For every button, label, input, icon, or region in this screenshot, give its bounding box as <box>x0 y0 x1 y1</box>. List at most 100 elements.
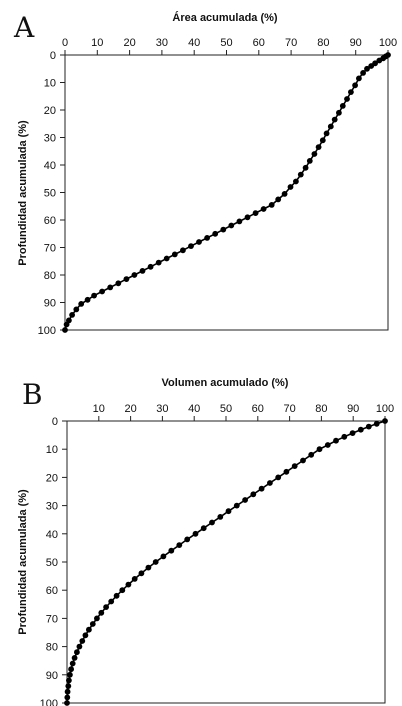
panel-b-data-point <box>300 457 306 464</box>
panel-a-data-point <box>360 70 366 76</box>
panel-b-x-ticks: 10 20 30 40 50 60 70 80 90 100 <box>93 403 394 421</box>
panel-b-data-point <box>341 433 348 440</box>
panel-b-data-point <box>382 418 388 424</box>
panel-a-data-point <box>107 284 114 291</box>
panel-a-data-point <box>385 52 391 58</box>
panel-a-y-tick-label: 0 <box>50 50 56 62</box>
panel-b-data-point <box>316 446 323 453</box>
panel-a-data-point <box>348 89 354 95</box>
panel-b-data-point <box>64 700 70 706</box>
panel-a-y-axis-title: Profundidad acumulada (%) <box>17 120 29 266</box>
panel-a-data-point <box>99 288 105 295</box>
panel-a-data-point <box>339 103 346 109</box>
panel-a-data-point <box>311 151 318 157</box>
panel-a-data-point <box>275 196 282 203</box>
panel-b-data-point <box>283 468 290 475</box>
panel-b-data-point <box>308 451 315 458</box>
panel-b-series <box>64 418 388 706</box>
panel-a-y-ticks: 0 10 20 30 40 50 60 70 80 90 100 <box>38 50 65 337</box>
panel-a-data-point <box>372 60 378 67</box>
panel-b-data-point <box>71 655 78 661</box>
panel-b-data-point <box>233 502 240 509</box>
panel-b-data-point <box>258 485 265 492</box>
panel-b-data-point <box>89 621 96 627</box>
panel-b-x-axis-title: Volumen acumulado (%) <box>162 377 289 389</box>
panel-b-data-point <box>125 581 132 588</box>
panel-a: A Área acumulada (%) Profundidad acumula… <box>13 11 397 337</box>
panel-a-data-point <box>115 280 122 287</box>
panel-a-data-point <box>171 251 178 258</box>
panel-b-data-point <box>67 671 73 678</box>
panel-b-data-point <box>79 638 86 644</box>
panel-a-data-point <box>180 247 186 254</box>
panel-b-data-point <box>160 553 167 560</box>
panel-a-y-tick-label: 90 <box>44 298 56 310</box>
panel-a-x-tick-label: 10 <box>91 37 103 49</box>
panel-a-y-tick-label: 50 <box>44 188 56 200</box>
panel-a-y-tick-label: 40 <box>44 160 56 172</box>
panel-b-y-tick-label: 10 <box>46 444 58 456</box>
panel-a-x-tick-label: 50 <box>220 37 232 49</box>
panel-b-data-point <box>176 542 183 548</box>
panel-a-x-tick-label: 70 <box>285 37 297 49</box>
panel-a-data-point <box>281 191 288 197</box>
panel-b-data-point <box>86 626 92 633</box>
panel-a-data-point <box>336 109 342 116</box>
panel-b-data-point <box>250 491 257 498</box>
panel-a-y-tick-label: 30 <box>44 133 56 145</box>
panel-a-y-tick-label: 10 <box>44 78 56 90</box>
panel-b-y-tick-label: 90 <box>46 670 58 682</box>
panel-b-x-tick-label: 100 <box>376 403 394 415</box>
panel-a-y-tick-label: 70 <box>44 243 56 255</box>
panel-a-data-point <box>306 158 313 164</box>
panel-a-data-point <box>78 301 85 307</box>
panel-a-series <box>62 52 391 333</box>
panel-a-y-tick-label: 60 <box>44 215 56 227</box>
panel-b-data-point <box>66 677 72 684</box>
panel-b-data-point <box>225 508 232 515</box>
panel-b-data-point <box>365 423 372 430</box>
panel-a-plot-frame <box>64 54 389 331</box>
panel-a-data-point <box>268 202 275 208</box>
panel-b-data-point <box>94 615 100 622</box>
panel-b-y-tick-label: 70 <box>46 613 58 625</box>
panel-a-data-point <box>236 218 243 225</box>
panel-b-data-point <box>76 643 83 650</box>
panel-b-y-tick-label: 80 <box>46 642 58 654</box>
panel-b-x-tick-label: 60 <box>252 403 264 415</box>
panel-b-data-point <box>65 683 72 689</box>
panel-b-data-point <box>69 660 76 667</box>
panel-a-data-point <box>131 272 138 278</box>
panel-a-x-tick-label: 80 <box>317 37 329 49</box>
panel-b-data-point <box>64 688 71 695</box>
panel-b-data-point <box>209 519 215 526</box>
panel-a-data-point <box>287 184 294 190</box>
panel-b-data-point <box>103 604 109 610</box>
panel-b-y-axis-title: Profundidad acumulada (%) <box>17 489 29 635</box>
panel-a-data-point <box>323 130 330 137</box>
panel-b-data-point <box>291 463 298 469</box>
panel-b-x-tick-label: 90 <box>347 403 359 415</box>
panel-a-x-tick-label: 90 <box>350 37 362 49</box>
panel-b-data-point <box>242 497 249 503</box>
panel-b-data-point <box>373 420 380 427</box>
panel-a-data-point <box>327 123 334 130</box>
panel-b-data-point <box>184 536 191 543</box>
panel-b-x-tick-label: 70 <box>283 403 295 415</box>
panel-b-data-point <box>200 525 207 532</box>
panel-b-data-point <box>119 587 126 594</box>
panel-a-y-tick-label: 100 <box>38 325 56 337</box>
panel-b-plot-frame <box>66 420 386 704</box>
panel-a-data-point <box>297 171 304 178</box>
panel-a-x-tick-label: 20 <box>123 37 135 49</box>
panel-a-data-point <box>84 296 91 303</box>
panel-b-letter: B <box>22 378 43 411</box>
panel-b-data-point <box>138 570 145 577</box>
panel-a-data-point <box>147 263 154 270</box>
panel-a-data-point <box>356 75 362 82</box>
panel-a-data-point <box>69 312 75 318</box>
panel-a-y-tick-label: 20 <box>44 105 56 117</box>
panel-a-data-point <box>204 235 211 241</box>
panel-a-data-point <box>123 276 130 282</box>
panel-b-y-ticks: 0 10 20 30 40 50 60 70 80 90 100 <box>40 416 67 706</box>
